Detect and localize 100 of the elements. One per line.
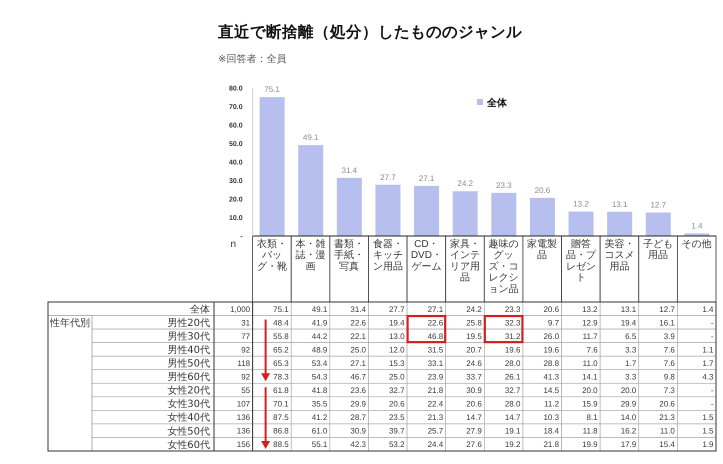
data-label: 4.3 (702, 372, 714, 382)
data-label: 14.0 (620, 413, 637, 422)
data-label: 61.8 (273, 386, 290, 396)
data-label: 1,000 (230, 304, 251, 314)
data-label: 42.3 (350, 440, 367, 450)
data-label: 7.3 (664, 386, 676, 396)
data-label: 1.9 (702, 440, 714, 450)
data-label: 30.9 (466, 386, 482, 396)
data-label: 1.4 (702, 304, 714, 314)
y-tick-label: 全体 (190, 303, 210, 316)
data-label: 19.5 (466, 332, 482, 341)
data-label: 33.1 (428, 358, 444, 368)
data-label: 22.6 (350, 318, 367, 328)
data-label: 15.4 (659, 440, 676, 450)
y-tick-label: 女性40代 (167, 412, 210, 424)
data-label: 107 (236, 400, 251, 409)
data-label: 27.1 (350, 358, 367, 368)
data-label: 1.5 (702, 426, 714, 436)
x-tick-label: 食器・キッチン用品 (372, 238, 403, 272)
data-label: 21.8 (543, 440, 560, 450)
data-label: 1.5 (702, 413, 714, 422)
data-label: 13.1 (612, 200, 628, 209)
chart-subtitle: ※回答者：全員 (218, 52, 286, 66)
data-label: 12.0 (389, 345, 406, 354)
data-label: 12.7 (659, 304, 676, 314)
data-label: 13.2 (573, 200, 590, 209)
x-tick-label: 贈答品・プレゼント (566, 238, 597, 284)
data-label: 20.6 (543, 304, 560, 314)
y-tick-label: 男性20代 (167, 316, 210, 329)
data-label: 44.2 (312, 332, 328, 341)
data-label: 25.7 (428, 426, 444, 436)
data-label: 19.6 (543, 345, 560, 354)
data-label: 19.9 (582, 440, 598, 450)
data-label: 3.3 (625, 372, 637, 382)
data-label: 7.6 (664, 345, 676, 354)
data-label: 78.3 (273, 372, 290, 382)
data-label: 23.6 (350, 386, 367, 396)
data-label: 33.7 (466, 372, 482, 382)
data-label: 21.3 (659, 413, 676, 422)
data-label: 11.7 (582, 332, 598, 341)
data-label: 23.3 (496, 180, 512, 190)
data-label: 31.4 (342, 166, 358, 175)
x-tick-label: 美容・コスメ用品 (604, 238, 634, 272)
data-label: 41.2 (312, 413, 328, 422)
data-label: 53.4 (312, 358, 328, 368)
x-tick-label: 本・雑誌・漫画 (296, 238, 326, 272)
data-label: 1.1 (702, 345, 714, 354)
data-label: 20.7 (466, 345, 482, 354)
data-label: 88.5 (273, 440, 290, 450)
data-label: 92 (241, 345, 251, 354)
data-label: 20.6 (659, 400, 676, 409)
data-label: 53.2 (389, 440, 406, 450)
data-label: 11.8 (582, 426, 598, 436)
data-label: 22.1 (350, 332, 367, 341)
data-label: 46.8 (428, 332, 444, 341)
y-tick-label: 女性20代 (167, 384, 210, 397)
data-label: 10.3 (543, 413, 560, 422)
data-label: 20.0 (620, 386, 637, 396)
data-label: 14.7 (504, 413, 521, 422)
data-label: 75.1 (264, 85, 280, 94)
data-label: 7.6 (586, 345, 598, 354)
data-label: 12.7 (650, 200, 667, 210)
data-label: 20.6 (466, 400, 482, 409)
data-label: 48.9 (312, 345, 328, 354)
y-tick-label: 男性50代 (167, 358, 210, 370)
data-label: 41.9 (312, 318, 328, 328)
data-label: 54.3 (312, 372, 328, 382)
data-label: 16.2 (620, 426, 637, 436)
data-label: 1.7 (625, 358, 637, 368)
data-label: 27.1 (418, 174, 435, 183)
data-label: 32.3 (504, 318, 521, 328)
x-tick-label: 家具・インテリア用品 (450, 238, 480, 284)
data-label: 25.8 (466, 318, 482, 328)
data-label: 65.3 (273, 358, 290, 368)
data-label: 21.3 (428, 413, 444, 422)
text: 性年代別 (49, 316, 90, 329)
data-label: 41.8 (312, 386, 328, 396)
data-label: 19.4 (389, 318, 406, 328)
data-label: 70.1 (273, 400, 290, 409)
data-label: 27.1 (428, 304, 444, 314)
data-label: 14.5 (543, 386, 560, 396)
data-label: 26.0 (543, 332, 560, 341)
data-label: 49.1 (312, 304, 328, 314)
data-label: 27.7 (389, 304, 406, 314)
data-label: 29.9 (350, 400, 367, 409)
data-label: 136 (236, 413, 251, 422)
data-label: 27.7 (380, 172, 396, 182)
data-label: 11.0 (660, 426, 676, 436)
data-label: 15.9 (582, 400, 598, 409)
data-label: 87.5 (273, 413, 290, 422)
text: - (710, 332, 714, 341)
data-label: 23.3 (504, 304, 521, 314)
data-label: 31.2 (504, 332, 521, 341)
data-label: 9.8 (664, 372, 676, 382)
data-label: 46.7 (350, 372, 367, 382)
data-label: 24.4 (428, 440, 444, 450)
data-label: 48.4 (273, 318, 290, 328)
data-label: 55.1 (312, 440, 328, 450)
data-label: 49.1 (302, 133, 320, 142)
data-label: 61.0 (312, 426, 328, 436)
